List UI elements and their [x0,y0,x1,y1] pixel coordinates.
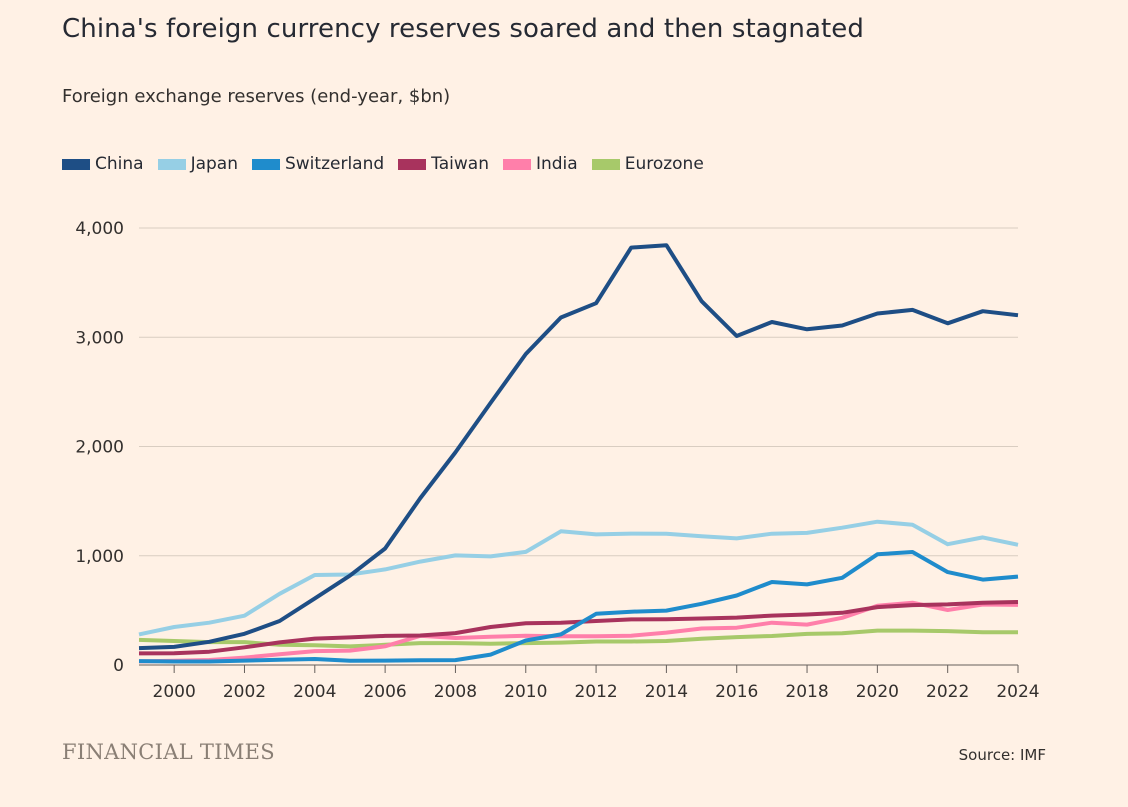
legend: China Japan Switzerland Taiwan India Eurozone [62,154,718,174]
x-tick-label: 2000 [153,682,196,702]
x-tick-label: 2016 [715,682,758,702]
x-tick-label: 2018 [785,682,828,702]
x-tick-label: 2010 [504,682,547,702]
legend-label-switzerland: Switzerland [284,154,385,174]
series-line-switzerland [138,550,1019,664]
x-tick-label: 2004 [293,682,336,702]
chart-title: China's foreign currency reserves soared… [62,14,864,44]
x-tick-label: 2024 [996,682,1039,702]
legend-item-taiwan: Taiwan [398,154,489,174]
legend-label-japan: Japan [190,154,238,174]
legend-label-eurozone: Eurozone [624,154,704,174]
series-line-japan [138,519,1019,637]
x-tick-label: 2006 [363,682,406,702]
y-tick-label: 1,000 [75,547,124,567]
legend-swatch-switzerland [251,158,280,170]
y-tick-label: 3,000 [75,328,124,348]
legend-item-switzerland: Switzerland [251,154,385,174]
legend-swatch-eurozone [591,158,620,170]
x-tick-label: 2022 [926,682,969,702]
legend-swatch-taiwan [398,158,427,170]
y-tick-label: 2,000 [75,438,124,458]
y-tick-label: 0 [113,656,124,676]
source-note: Source: IMF [958,746,1046,764]
x-tick-label: 2008 [434,682,477,702]
legend-item-japan: Japan [157,154,238,174]
legend-label-china: China [95,154,144,174]
legend-item-eurozone: Eurozone [591,154,704,174]
series-line-eurozone [138,628,1018,649]
legend-swatch-china [62,158,90,170]
legend-item-china: China [62,154,144,174]
y-tick-label: 4,000 [75,219,124,239]
x-tick-label: 2020 [856,682,899,702]
legend-swatch-japan [157,158,186,170]
x-tick-label: 2014 [645,682,688,702]
legend-label-india: India [535,154,578,174]
legend-label-taiwan: Taiwan [431,154,489,174]
x-tick-label: 2002 [223,682,266,702]
chart-subtitle: Foreign exchange reserves (end-year, $bn… [62,86,451,107]
legend-swatch-india [502,158,531,170]
financial-times-logo: FINANCIAL TIMES [62,740,275,764]
series-line-china [138,243,1019,651]
legend-item-india: India [502,154,578,174]
x-tick-label: 2012 [574,682,617,702]
